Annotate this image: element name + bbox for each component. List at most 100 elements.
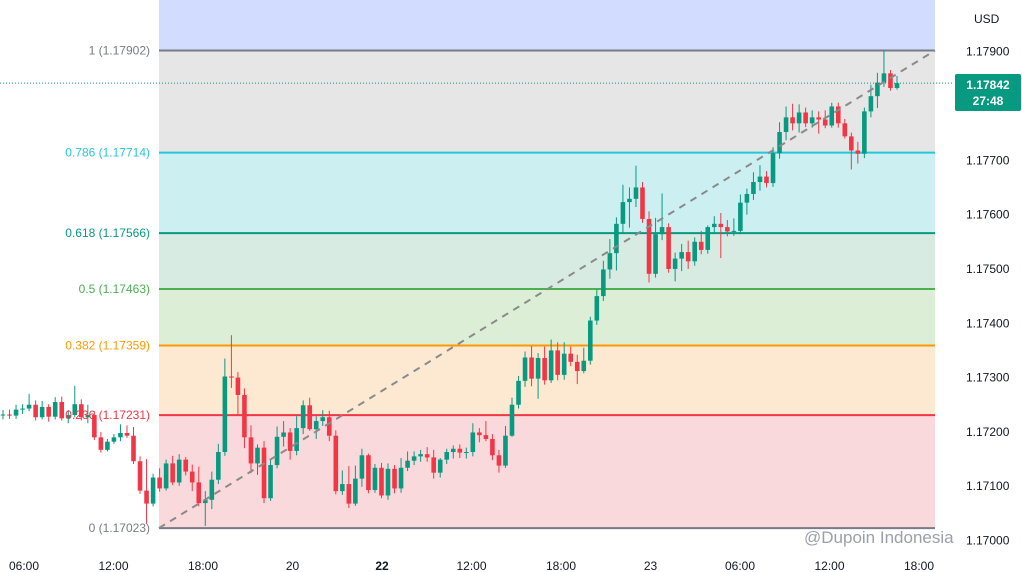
candle — [888, 70, 893, 91]
price-tick: 1.17500 — [966, 262, 1010, 276]
candle — [163, 459, 169, 491]
candle — [92, 411, 97, 441]
candle-body — [503, 435, 508, 466]
candle — [457, 444, 463, 458]
candle-body — [59, 402, 65, 419]
candle — [548, 339, 554, 384]
candle — [222, 358, 228, 456]
candle-body — [52, 402, 58, 417]
candle-body — [287, 432, 293, 451]
candle-body — [601, 269, 606, 297]
candle — [855, 141, 861, 164]
candle — [85, 404, 91, 424]
candle — [777, 122, 782, 159]
candle — [46, 404, 51, 422]
candle-body — [627, 198, 632, 203]
price-tick: 1.17100 — [966, 479, 1010, 493]
fib-zone-0 — [159, 415, 935, 529]
candle — [705, 225, 711, 254]
candle-body — [888, 73, 893, 89]
time-tick: 12:00 — [98, 559, 128, 572]
candle-body — [633, 187, 639, 199]
watermark: @Dupoin Indonesia — [804, 528, 954, 547]
candle-body — [65, 415, 71, 419]
candle-body — [79, 404, 84, 418]
candle — [542, 346, 547, 385]
candle-body — [131, 435, 136, 462]
candle-body — [7, 414, 12, 416]
candle — [796, 104, 802, 133]
candle-body — [242, 394, 247, 438]
candle — [738, 194, 743, 235]
price-tick: 1.17700 — [966, 153, 1010, 167]
candle — [803, 107, 808, 128]
candle-body — [640, 187, 645, 219]
candle-body — [809, 117, 815, 124]
candle — [307, 397, 313, 431]
candle-body — [894, 83, 900, 89]
candle — [372, 463, 378, 493]
candle-body — [829, 106, 835, 126]
candle — [235, 372, 241, 416]
candle — [842, 118, 848, 139]
price-tick: 1.17300 — [966, 371, 1010, 385]
candle-body — [705, 227, 711, 250]
candle — [98, 431, 104, 453]
candle-body — [849, 136, 854, 151]
candle-body — [300, 405, 306, 429]
candle — [875, 72, 880, 109]
candle — [464, 447, 469, 459]
time-tick: 22 — [375, 559, 389, 572]
time-axis[interactable]: 06:00 12:00 18:00 20 22 12:00 18:00 23 06:00 12:0… — [9, 559, 934, 572]
candle — [183, 456, 189, 476]
candle-body — [470, 432, 476, 453]
candle — [411, 451, 417, 466]
candle — [764, 171, 769, 188]
fib-trend-line[interactable] — [158, 49, 936, 529]
candle-body — [202, 499, 208, 504]
currency-label[interactable]: USD — [974, 12, 1000, 26]
candle — [627, 187, 632, 228]
time-tick: 06:00 — [725, 559, 755, 572]
candle-body — [574, 361, 580, 372]
candle — [105, 438, 110, 452]
candle-body — [20, 408, 25, 410]
candle-body — [587, 320, 593, 361]
candle — [561, 342, 567, 380]
candle — [59, 396, 65, 421]
candle — [274, 426, 280, 469]
candle-body — [176, 459, 182, 483]
candle-body — [46, 406, 51, 417]
candle — [568, 346, 574, 367]
candle-body — [163, 463, 169, 489]
candle-body — [725, 227, 730, 232]
candle-body — [477, 432, 482, 436]
candle — [39, 400, 45, 420]
candle — [614, 217, 619, 271]
candle — [444, 448, 450, 464]
candle-body — [646, 218, 652, 274]
candle — [52, 397, 58, 420]
time-tick: 20 — [286, 559, 300, 572]
candle — [490, 434, 495, 461]
candle-body — [326, 417, 332, 436]
candle-body — [509, 404, 515, 436]
candle-body — [124, 432, 130, 436]
candle-body — [398, 467, 404, 489]
candle-body — [561, 353, 567, 375]
candle — [72, 385, 78, 418]
candle-body — [698, 241, 704, 250]
candle-body — [144, 490, 149, 504]
candle-body — [516, 380, 521, 405]
candle-body — [607, 253, 613, 270]
candle-body — [150, 477, 156, 504]
candle — [118, 424, 123, 442]
time-tick: 18:00 — [546, 559, 576, 572]
fib-zone-0.618 — [159, 152, 935, 234]
candle-body — [685, 252, 691, 262]
candle-body — [842, 123, 848, 137]
candle — [816, 111, 821, 134]
price-tick: 1.17000 — [966, 534, 1010, 548]
fib-label-0.236: 0.236 (1.17231) — [65, 408, 150, 422]
